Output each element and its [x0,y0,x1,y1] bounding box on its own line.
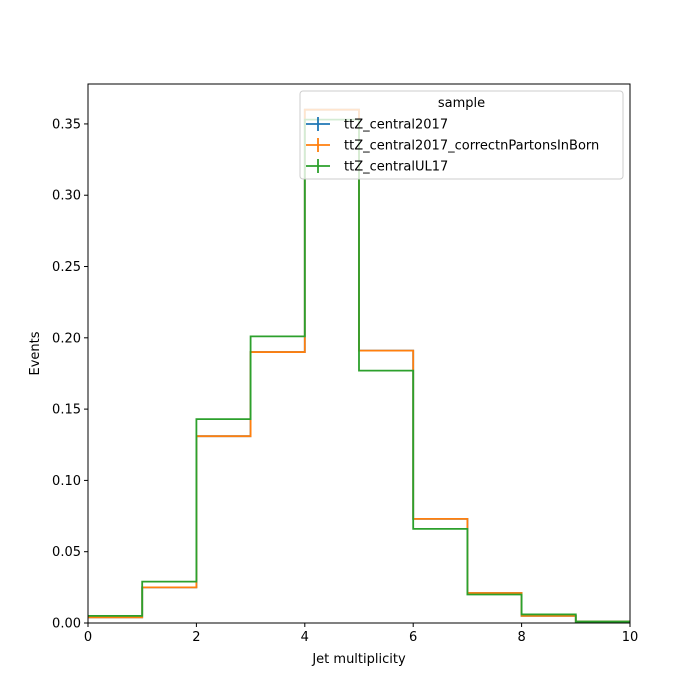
y-tick-label: 0.25 [52,260,81,275]
y-tick-label: 0.15 [52,403,81,418]
legend-entry-label: ttZ_central2017_correctnPartonsInBorn [344,139,599,154]
x-axis-label: Jet multiplicity [311,652,406,667]
y-tick-label: 0.00 [52,617,81,632]
x-tick-label: 0 [84,630,92,645]
y-tick-label: 0.10 [52,474,81,489]
y-tick-label: 0.30 [52,189,81,204]
legend-entry-label: ttZ_centralUL17 [344,160,448,175]
x-tick-label: 2 [192,630,200,645]
plot-area: 0 2 4 6 8 10 0.00 0.05 0.10 0.15 0.20 0.25 0.30 0.35 [52,83,638,645]
x-tick-label: 4 [301,630,309,645]
y-axis-ticks: 0.00 0.05 0.10 0.15 0.20 0.25 0.30 0.35 [52,117,88,632]
legend-box [299,90,624,180]
x-tick-label: 6 [409,630,417,645]
series-layer [88,108,630,623]
y-tick-label: 0.20 [52,331,81,346]
x-tick-label: 10 [622,630,639,645]
legend-entries: ttZ_central2017 ttZ_central2017_correctnP… [306,117,599,175]
series-line-3 [88,118,630,623]
x-axis-ticks: 0 2 4 6 8 10 [84,623,638,645]
legend-entry-label: ttZ_central2017 [344,118,448,133]
x-tick-label: 8 [517,630,525,645]
y-tick-label: 0.05 [52,545,81,560]
y-axis-label: Events [28,331,43,375]
axes-frame [87,83,631,624]
legend-title: sample [438,96,485,111]
y-tick-label: 0.35 [52,117,81,132]
legend: sample ttZ_central2017 ttZ_central2017_co… [299,90,624,180]
